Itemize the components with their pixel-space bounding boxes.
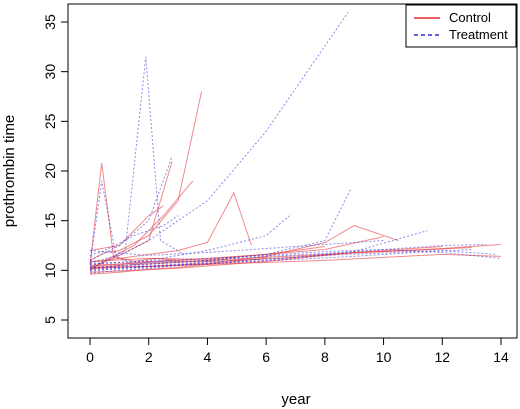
x-tick-label: 0 <box>86 349 94 365</box>
x-tick-label: 10 <box>376 349 392 365</box>
treatment-trace-11 <box>89 256 237 274</box>
y-tick-label: 35 <box>42 14 58 30</box>
treatment-trace-4 <box>89 215 290 265</box>
plot-frame <box>67 3 518 339</box>
treatment-trace-10 <box>89 248 502 264</box>
x-tick-label: 6 <box>262 349 270 365</box>
y-axis-title: prothrombin time <box>1 115 18 228</box>
x-tick-label: 12 <box>434 349 450 365</box>
y-tick-label: 15 <box>42 213 58 229</box>
control-trace-13 <box>89 257 267 275</box>
control-trace-3 <box>89 191 252 263</box>
control-trace-1 <box>89 91 203 261</box>
x-tick-label: 2 <box>145 349 153 365</box>
x-tick-label: 14 <box>493 349 509 365</box>
y-tick-label: 20 <box>42 163 58 179</box>
treatment-trace-1 <box>89 56 185 267</box>
y-axis: 5 10 15 20 25 30 35 <box>42 14 68 324</box>
treatment-trace-9 <box>89 215 179 256</box>
control-trace-10 <box>89 205 164 251</box>
legend-label-control: Control <box>449 10 491 25</box>
x-tick-label: 8 <box>321 349 329 365</box>
treatment-trace-3 <box>89 155 173 261</box>
x-tick-label: 4 <box>204 349 212 365</box>
treatment-trace-7 <box>89 249 472 272</box>
legend-box <box>405 4 517 48</box>
treatment-trace-2 <box>89 11 349 263</box>
treatment-trace-12 <box>89 240 384 256</box>
treatment-trace-0 <box>89 180 173 266</box>
treatment-trace-8 <box>89 230 428 271</box>
control-trace-11 <box>89 236 384 262</box>
control-trace-2 <box>89 160 173 269</box>
y-tick-label: 25 <box>42 113 58 129</box>
legend-label-treatment: Treatment <box>449 27 508 42</box>
treatment-trace-5 <box>89 187 352 269</box>
treatment-trace-6 <box>89 244 487 268</box>
series-lines <box>89 11 502 275</box>
control-trace-12 <box>89 253 502 269</box>
x-axis-title: year <box>281 391 310 408</box>
x-axis: 0 2 4 6 8 10 12 14 <box>86 338 509 365</box>
y-tick-label: 10 <box>42 262 58 278</box>
legend: Control Treatment <box>405 4 517 48</box>
y-tick-label: 5 <box>42 316 58 324</box>
y-tick-label: 30 <box>42 64 58 80</box>
